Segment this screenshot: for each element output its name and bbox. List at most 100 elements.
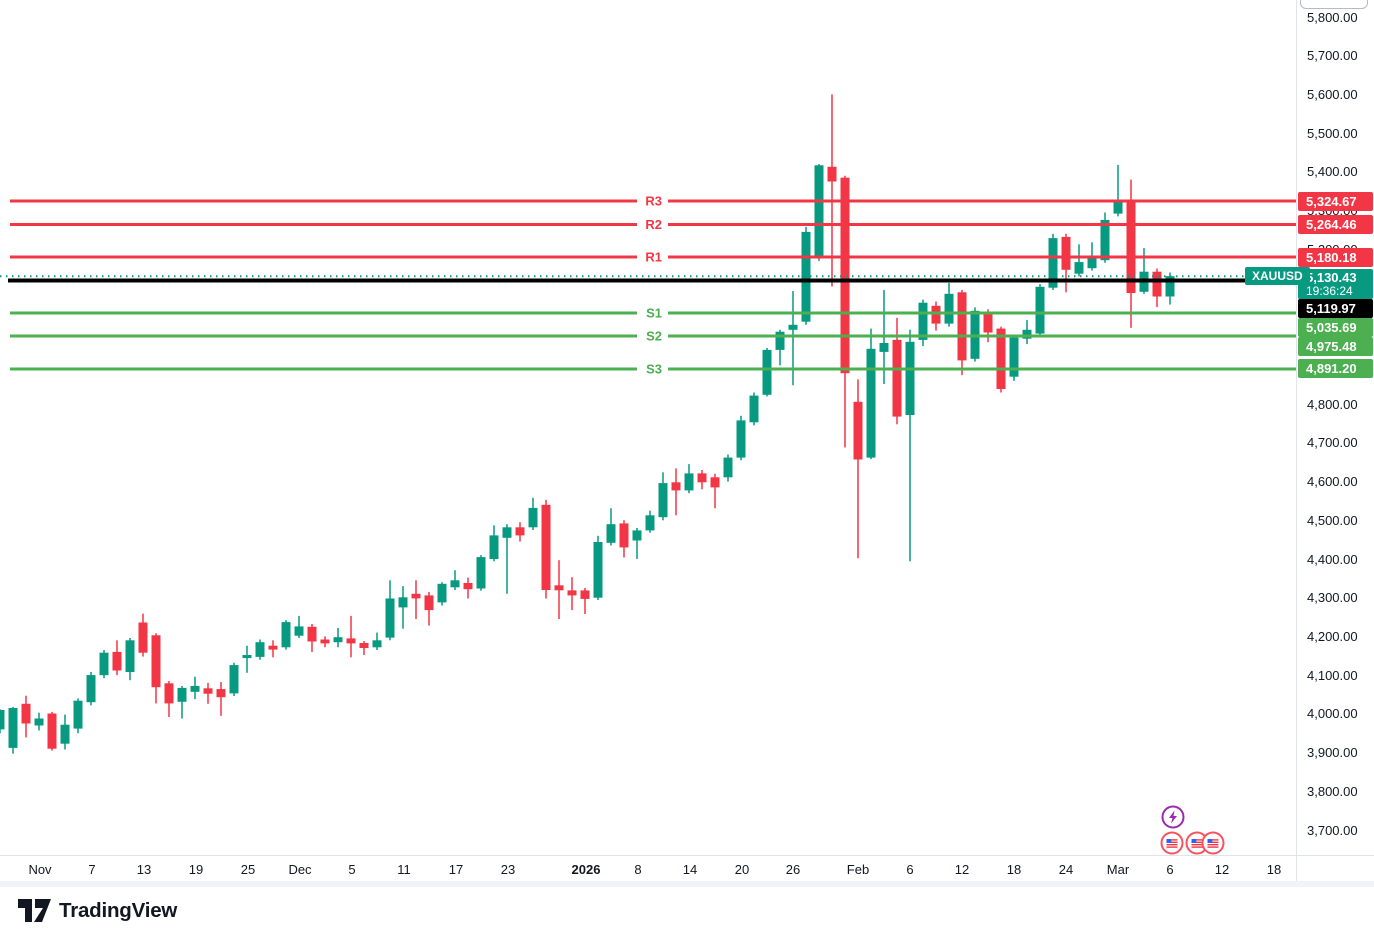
time-tick-label: 2026 — [571, 862, 601, 877]
candle — [580, 588, 590, 614]
resistance-line-r3[interactable]: R3 — [10, 194, 1296, 209]
candle — [138, 613, 148, 657]
time-tick-label: 12 — [954, 862, 970, 877]
time-tick-label: 23 — [500, 862, 516, 877]
candle — [281, 620, 291, 650]
price-scale-top-button[interactable] — [1300, 0, 1368, 9]
us-flag-economic-event-icon[interactable] — [1201, 831, 1225, 855]
support-label-s3: S3 — [646, 361, 662, 376]
resistance-r3-price-label: 5,324.67 — [1298, 191, 1373, 211]
time-tick-label: 19 — [188, 862, 204, 877]
candle — [99, 650, 109, 679]
time-tick-label: Dec — [288, 862, 312, 877]
candlestick-series — [0, 94, 1175, 754]
bottom-scrollbar-track[interactable] — [0, 881, 1374, 887]
candle — [346, 615, 356, 658]
candle — [515, 522, 525, 542]
time-tick-label: 17 — [448, 862, 464, 877]
candle — [866, 328, 876, 460]
us-flag-economic-event-icon[interactable] — [1160, 831, 1184, 855]
candle — [1152, 268, 1162, 307]
candle — [411, 580, 421, 619]
candle — [190, 676, 200, 700]
candle — [1113, 164, 1123, 217]
candle — [762, 348, 772, 397]
time-tick-label: 14 — [682, 862, 698, 877]
time-tick-label: 26 — [785, 862, 801, 877]
resistance-line-r1[interactable]: R1 — [10, 250, 1296, 265]
price-tick-label: 4,000.00 — [1307, 706, 1358, 722]
candle — [1074, 244, 1084, 277]
candle — [463, 577, 473, 599]
candle — [905, 329, 915, 562]
price-tick-label: 3,900.00 — [1307, 745, 1358, 761]
current-price-value: 5,130.43 — [1306, 269, 1357, 285]
candle — [567, 577, 577, 611]
candle — [177, 686, 187, 719]
candle — [970, 307, 980, 362]
candle — [684, 464, 694, 494]
candle — [697, 470, 707, 490]
candle — [619, 520, 629, 558]
time-tick-label: 13 — [136, 862, 152, 877]
support-s1-price-label: 5,035.69 — [1298, 317, 1373, 337]
candle — [671, 468, 681, 516]
candle — [749, 392, 759, 426]
tradingview-logo[interactable]: TradingView — [18, 899, 177, 923]
bar-countdown-timer: 19:36:24 — [1306, 283, 1353, 298]
price-tick-label: 4,300.00 — [1307, 590, 1358, 606]
candle — [1139, 248, 1149, 294]
time-tick-label: Mar — [1106, 862, 1130, 877]
candle — [957, 289, 967, 376]
time-tick-label: 25 — [240, 862, 256, 877]
chart-canvas[interactable]: R3 R2 R1 S1 S2 S3 — [0, 0, 1296, 855]
resistance-r2-price-label: 5,264.46 — [1298, 214, 1373, 234]
candle — [489, 525, 499, 562]
candle — [931, 301, 941, 331]
support-line-s3[interactable]: S3 — [10, 361, 1296, 376]
candle — [372, 632, 382, 650]
time-axis[interactable]: Nov 7 13 19 25 Dec 5 11 17 23 2026 8 14 20 26 Feb 6 12 18 2… — [0, 855, 1374, 885]
support-line-s1[interactable]: S1 — [10, 305, 1296, 320]
candle — [645, 510, 655, 533]
candle — [203, 682, 213, 704]
candle — [528, 497, 538, 530]
candle — [86, 672, 96, 706]
resistance-label-r1: R1 — [645, 250, 662, 265]
price-tick-label: 4,800.00 — [1307, 396, 1358, 412]
price-tick-label: 4,600.00 — [1307, 474, 1358, 490]
price-tick-label: 4,100.00 — [1307, 667, 1358, 683]
chart-plot-area[interactable]: R3 R2 R1 S1 S2 S3 — [0, 0, 1296, 855]
candle — [385, 580, 395, 641]
time-tick-label: 24 — [1058, 862, 1074, 877]
support-label-s1: S1 — [646, 305, 662, 320]
price-tick-label: 4,400.00 — [1307, 551, 1358, 567]
time-tick-label: 8 — [634, 862, 642, 877]
candle — [1009, 334, 1019, 381]
candle — [1061, 233, 1071, 293]
candle — [294, 615, 304, 638]
candle — [47, 711, 57, 751]
candle — [736, 415, 746, 461]
time-tick-label: 7 — [88, 862, 96, 877]
candle — [918, 299, 928, 347]
price-tick-label: 4,500.00 — [1307, 512, 1358, 528]
candle — [788, 291, 798, 386]
support-label-s2: S2 — [646, 329, 662, 344]
resistance-line-r2[interactable]: R2 — [10, 217, 1296, 232]
economic-event-lightning-icon[interactable] — [1161, 805, 1185, 829]
candle — [502, 524, 512, 594]
resistance-label-r2: R2 — [645, 217, 662, 232]
time-tick-label: 18 — [1006, 862, 1022, 877]
candle — [34, 712, 44, 731]
price-axis[interactable]: 5,800.00 5,700.00 5,600.00 5,500.00 5,400.00… — [1296, 0, 1374, 886]
us-flag-economic-event-icon[interactable] — [1185, 831, 1209, 855]
candle — [710, 473, 720, 509]
candle — [112, 640, 122, 676]
support-line-s2[interactable]: S2 — [10, 329, 1296, 344]
candle — [437, 582, 447, 606]
candle — [216, 682, 226, 716]
candle — [164, 681, 174, 717]
price-tick-label: 5,800.00 — [1307, 9, 1358, 25]
